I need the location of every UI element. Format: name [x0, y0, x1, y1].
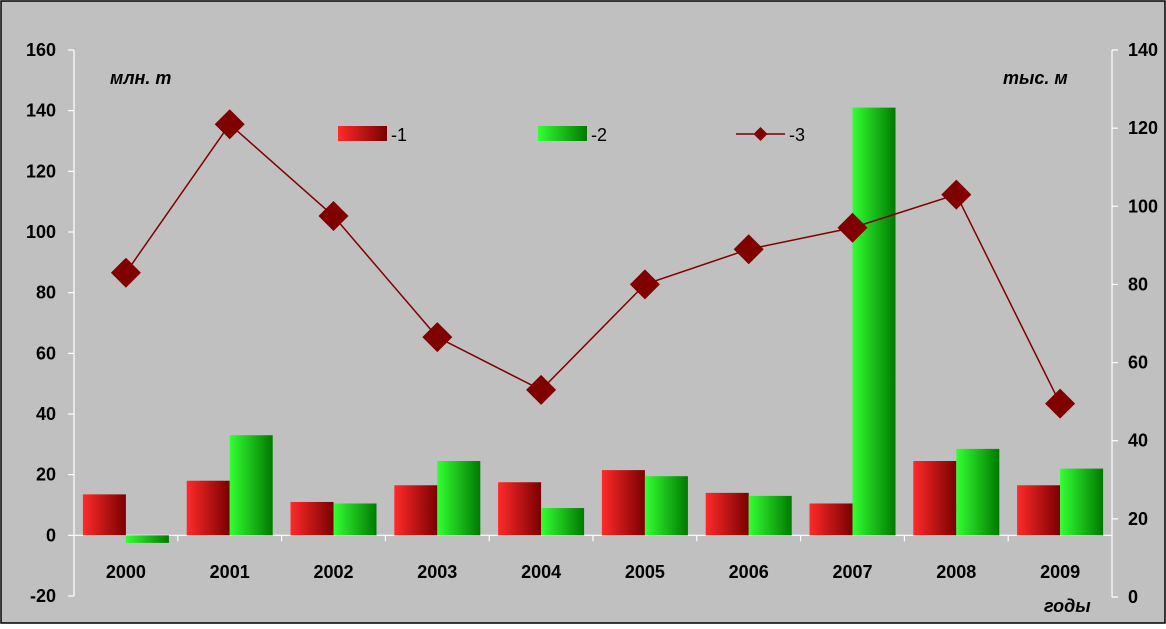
legend-label-2: -2 [591, 125, 607, 145]
legend-label-1: -1 [391, 125, 407, 145]
y-right-tick-label: 140 [1128, 40, 1158, 60]
legend-label-3: -3 [789, 125, 805, 145]
bar-series-1 [913, 461, 957, 536]
bar-series-1 [394, 485, 438, 536]
x-tick-label: 2008 [936, 562, 976, 582]
legend-swatch-1 [338, 126, 387, 141]
bar-series-2 [748, 495, 792, 536]
bar-series-2 [229, 435, 273, 536]
y-right-tick-label: 0 [1128, 587, 1138, 607]
y-right-tick-label: 60 [1128, 353, 1148, 373]
bar-series-2 [852, 107, 896, 536]
line-series-3-marker [1045, 388, 1076, 419]
x-tick-label: 2006 [729, 562, 769, 582]
x-tick-label: 2004 [521, 562, 561, 582]
line-series-3-marker [837, 212, 868, 243]
bar-series-1 [601, 470, 645, 536]
y-left-tick-label: 40 [36, 404, 56, 424]
x-tick-label: 2001 [210, 562, 250, 582]
y-right-tick-label: 20 [1128, 509, 1148, 529]
legend-swatch-2 [538, 126, 587, 141]
x-tick-label: 2002 [313, 562, 353, 582]
bar-series-1 [809, 503, 853, 536]
line-series-3-marker [526, 374, 557, 405]
y-right-tick-label: 120 [1128, 118, 1158, 138]
line-series-3-marker [629, 269, 660, 300]
y-left-tick-label: 0 [46, 525, 56, 545]
line-series-3-marker [733, 234, 764, 265]
line-series-3-marker [110, 257, 141, 288]
y-left-unit-label: млн. т [110, 68, 171, 88]
bar-series-2 [437, 461, 481, 536]
line-series [110, 109, 1076, 419]
bar-series-2 [541, 508, 585, 536]
y-left-tick-label: 120 [26, 161, 56, 181]
y-left-tick-label: 80 [36, 283, 56, 303]
y-left-tick-label: 100 [26, 222, 56, 242]
bar-series-1 [1017, 485, 1061, 536]
x-tick-label: 2000 [106, 562, 146, 582]
bars [82, 107, 1104, 543]
y-left-tick-label: 140 [26, 101, 56, 121]
bar-series-1 [82, 494, 126, 536]
y-right-tick-label: 40 [1128, 431, 1148, 451]
line-series-3-marker [422, 322, 453, 353]
bar-series-2 [333, 503, 377, 536]
bar-series-1 [186, 480, 230, 536]
bar-series-2 [1060, 468, 1104, 536]
y-left-tick-label: 60 [36, 343, 56, 363]
line-series-3-marker [318, 201, 349, 232]
x-tick-label: 2005 [625, 562, 665, 582]
y-right-tick-label: 80 [1128, 274, 1148, 294]
legend-marker-3 [753, 127, 768, 141]
y-right-unit-label: тыс. м [1003, 68, 1068, 88]
line-series-3-marker [214, 109, 245, 140]
bar-series-1 [705, 492, 749, 536]
bar-series-2 [644, 476, 688, 536]
x-axis-unit-label: годы [1044, 596, 1091, 616]
bar-series-1 [290, 501, 334, 536]
bar-series-2 [125, 535, 169, 543]
bar-series-1 [498, 482, 542, 536]
legend: -1 -2 -3 [338, 125, 805, 145]
y-left-tick-label: -20 [30, 586, 56, 606]
y-left-tick-label: 160 [26, 40, 56, 60]
axes: -20 0 20 40 60 80 100 120 140 160 0 20 40 60 80 100 120 1… [26, 40, 1158, 607]
line-series-3-marker [941, 179, 972, 210]
bar-series-2 [956, 448, 1000, 536]
x-tick-label: 2007 [832, 562, 872, 582]
y-right-tick-label: 100 [1128, 196, 1158, 216]
y-left-tick-label: 20 [36, 465, 56, 485]
line-series-3-path [125, 123, 1061, 404]
x-tick-label: 2009 [1040, 562, 1080, 582]
x-tick-label: 2003 [417, 562, 457, 582]
